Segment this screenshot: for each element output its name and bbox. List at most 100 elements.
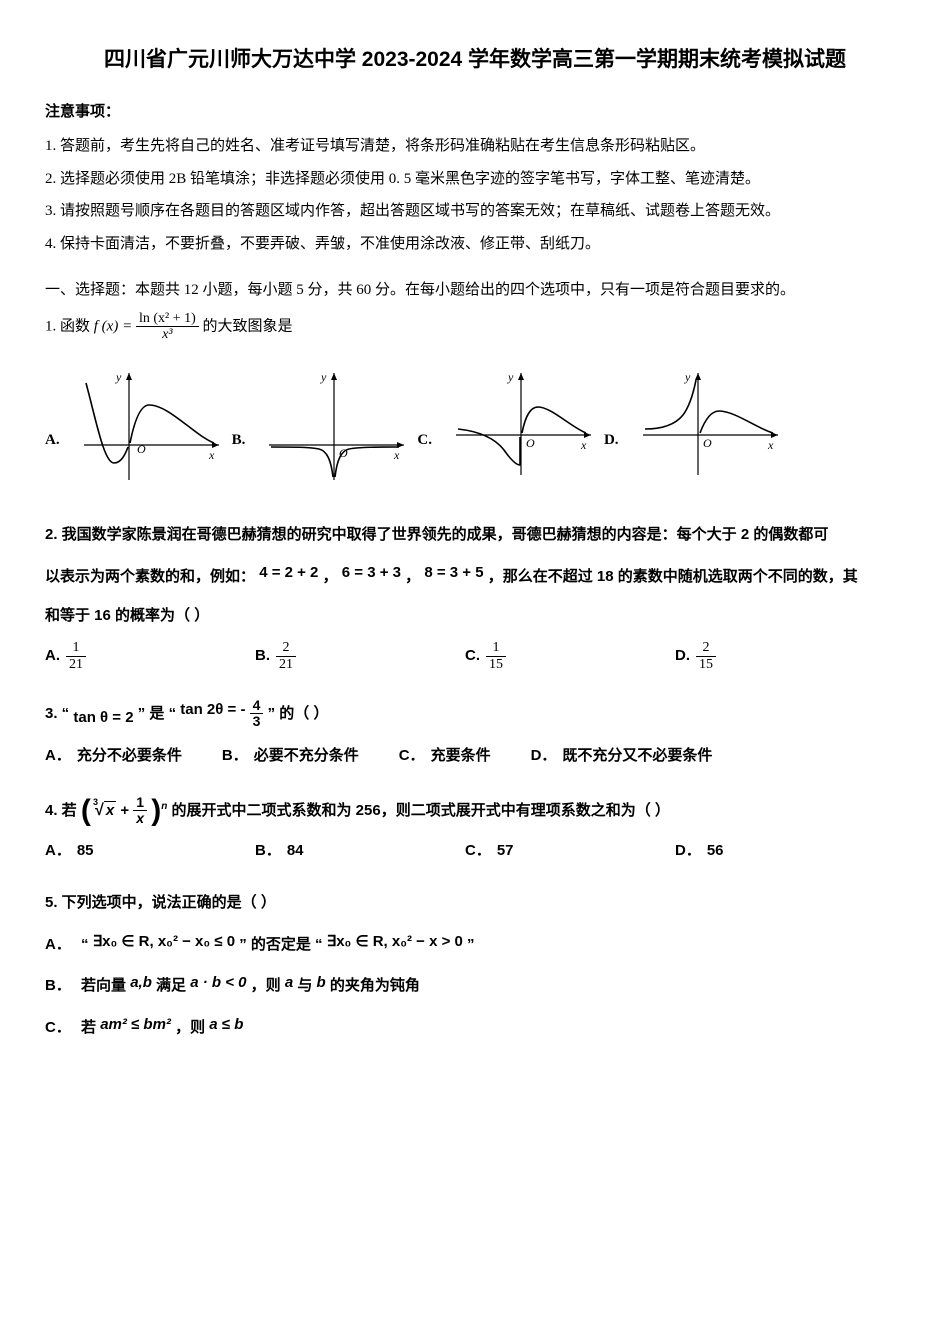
q5b-a: a bbox=[285, 974, 293, 991]
q3-rhs-frac: 4 3 bbox=[250, 698, 264, 730]
q1-opt-d-label: D. bbox=[604, 426, 619, 455]
q4-frac: 1 x bbox=[133, 795, 147, 827]
q2-eq2: 6 = 3 + 3 bbox=[342, 564, 401, 581]
q1-fx: f (x) = bbox=[94, 318, 132, 334]
q1-frac-den: x³ bbox=[136, 327, 199, 342]
q1-fraction: ln (x² + 1) x³ bbox=[136, 311, 199, 343]
q3-rhs-lead: tan 2θ = - bbox=[180, 701, 245, 718]
svg-text:y: y bbox=[320, 370, 327, 384]
opt-a-label: A. bbox=[45, 642, 60, 671]
svg-text:y: y bbox=[507, 370, 514, 384]
q3-opt-b: B．必要不充分条件 bbox=[222, 742, 359, 771]
svg-text:x: x bbox=[208, 448, 215, 462]
part1-heading: 一、选择题：本题共 12 小题，每小题 5 分，共 60 分。在每小题给出的四个… bbox=[45, 276, 905, 305]
q2a-den: 21 bbox=[66, 657, 86, 672]
q2b-num: 2 bbox=[276, 640, 296, 656]
txt: 充分不必要条件 bbox=[77, 742, 182, 771]
q1-suffix: 的大致图象是 bbox=[203, 318, 293, 334]
txt: ” 的否定是 “ bbox=[239, 936, 322, 953]
q5c-ineq: am² ≤ bm² bbox=[100, 1016, 171, 1033]
q5c-res: a ≤ b bbox=[209, 1016, 243, 1033]
q2-eq1: 4 = 2 + 2 bbox=[259, 564, 318, 581]
lbl: C． bbox=[465, 837, 491, 866]
txt: 与 bbox=[297, 977, 316, 994]
q4-prefix: 4. 若 bbox=[45, 802, 77, 819]
q3-lhs: tan θ = 2 bbox=[73, 709, 133, 726]
lbl: D． bbox=[675, 837, 701, 866]
svg-text:O: O bbox=[526, 436, 535, 450]
q4-radicand: x bbox=[104, 801, 116, 819]
lbl: B． bbox=[222, 742, 248, 771]
notice-item: 1. 答题前，考生先将自己的姓名、准考证号填写清楚，将条形码准确粘贴在考生信息条… bbox=[45, 132, 905, 161]
q2-opt-b: B. 221 bbox=[255, 640, 425, 672]
txt: 84 bbox=[287, 837, 304, 866]
q1-graph-a: O x y bbox=[74, 365, 224, 485]
svg-text:O: O bbox=[137, 442, 146, 456]
q4-opt-b: B．84 bbox=[255, 837, 425, 866]
q2d-den: 15 bbox=[696, 657, 716, 672]
opt-c-label: C. bbox=[465, 642, 480, 671]
q1-graph-options: A. O x y B. O x y C. O x y D. bbox=[45, 365, 905, 485]
txt: ” bbox=[467, 936, 475, 953]
q2-options: A. 121 B. 221 C. 115 D. 215 bbox=[45, 640, 905, 672]
svg-text:x: x bbox=[767, 438, 774, 452]
q2-line2-a: 以表示为两个素数的和，例如： bbox=[45, 568, 255, 585]
q5b-b: b bbox=[317, 974, 326, 991]
q4-root-index: 3 bbox=[93, 794, 98, 811]
q3-options: A．充分不必要条件 B．必要不充分条件 C．充要条件 D．既不充分又不必要条件 bbox=[45, 742, 905, 771]
notice-item: 4. 保持卡面清洁，不要折叠，不要弄破、弄皱，不准使用涂改液、修正带、刮纸刀。 bbox=[45, 230, 905, 259]
lbl: A． bbox=[45, 936, 71, 953]
q2b-den: 21 bbox=[276, 657, 296, 672]
txt: 若 bbox=[81, 1019, 100, 1036]
notice-item: 2. 选择题必须使用 2B 铅笔填涂；非选择题必须使用 0. 5 毫米黑色字迹的… bbox=[45, 165, 905, 194]
svg-text:y: y bbox=[115, 370, 122, 384]
txt: 若向量 bbox=[81, 977, 130, 994]
txt: 85 bbox=[77, 837, 94, 866]
q1-opt-b-label: B. bbox=[232, 426, 246, 455]
q3-rhs-num: 4 bbox=[250, 698, 264, 714]
q5-opt-b: B． 若向量 a,b 满足 a · b < 0 ，则 a 与 b 的夹角为钝角 bbox=[45, 969, 905, 1001]
q3-stem: 3. “ tan θ = 2 ” 是 “ tan 2θ = - 4 3 ” 的（… bbox=[45, 696, 905, 733]
q4-opt-a: A．85 bbox=[45, 837, 215, 866]
q5-stem: 5. 下列选项中，说法正确的是（ ） bbox=[45, 889, 905, 918]
rparen-icon: ) bbox=[151, 794, 161, 827]
q4-cuberoot: 3 √x bbox=[95, 796, 116, 826]
q4-frac-num: 1 bbox=[133, 795, 147, 811]
q4-stem: 4. 若 ( 3 √x + 1 x )n 的展开式中二项式系数和为 256，则二… bbox=[45, 795, 905, 827]
txt: 充要条件 bbox=[431, 742, 491, 771]
q2-opt-c: C. 115 bbox=[465, 640, 635, 672]
q1-opt-c-label: C. bbox=[417, 426, 432, 455]
lbl: D． bbox=[531, 742, 557, 771]
q5b-dot: a · b < 0 bbox=[190, 974, 246, 991]
q2-line3: 和等于 16 的概率为（ ） bbox=[45, 602, 905, 631]
lbl: B． bbox=[255, 837, 281, 866]
svg-text:x: x bbox=[580, 438, 587, 452]
txt: 满足 bbox=[156, 977, 190, 994]
q1-prefix: 1. 函数 bbox=[45, 318, 90, 334]
q1-graph-d: O x y bbox=[633, 365, 783, 485]
q2c-den: 15 bbox=[486, 657, 506, 672]
q1-stem: 1. 函数 f (x) = ln (x² + 1) x³ 的大致图象是 bbox=[45, 311, 905, 343]
txt: ，则 bbox=[251, 977, 285, 994]
q3-opt-c: C．充要条件 bbox=[399, 742, 491, 771]
q2c-num: 1 bbox=[486, 640, 506, 656]
q4-options: A．85 B．84 C．57 D．56 bbox=[45, 837, 905, 866]
opt-b-label: B. bbox=[255, 642, 270, 671]
q1-graph-b: O x y bbox=[259, 365, 409, 485]
lbl: C． bbox=[45, 1019, 71, 1036]
txt: 57 bbox=[497, 837, 514, 866]
q4-frac-den: x bbox=[133, 811, 147, 826]
exam-title: 四川省广元川师大万达中学 2023-2024 学年数学高三第一学期期末统考模拟试… bbox=[45, 40, 905, 80]
lbl: A． bbox=[45, 742, 71, 771]
lparen-icon: ( bbox=[81, 794, 91, 827]
q2-line1: 2. 我国数学家陈景润在哥德巴赫猜想的研究中取得了世界领先的成果，哥德巴赫猜想的… bbox=[45, 521, 905, 550]
txt: 56 bbox=[707, 837, 724, 866]
q3-rhs-den: 3 bbox=[250, 714, 264, 729]
q3-suffix: ” 的（ ） bbox=[268, 705, 329, 722]
q1-frac-num: ln (x² + 1) bbox=[136, 311, 199, 327]
q1-graph-c: O x y bbox=[446, 365, 596, 485]
q5a-expr2: ∃x₀ ∈ R, x₀² − x > 0 bbox=[327, 933, 463, 950]
q1-opt-a-label: A. bbox=[45, 426, 60, 455]
lbl: A． bbox=[45, 837, 71, 866]
txt: 的夹角为钝角 bbox=[330, 977, 420, 994]
